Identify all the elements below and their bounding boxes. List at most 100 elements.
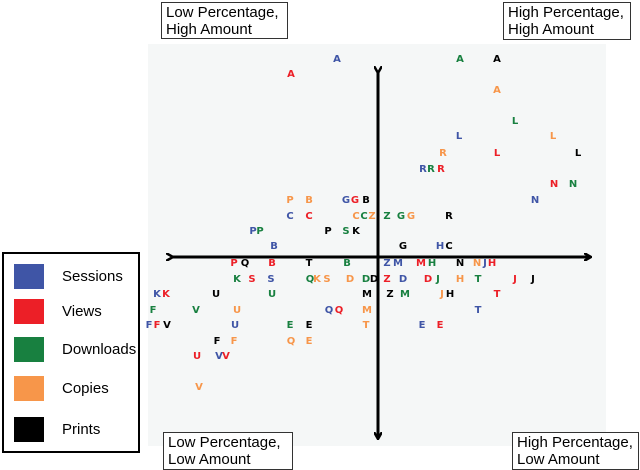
point-downloads-q: Q <box>305 274 315 285</box>
quadrant-label-line: Low Amount <box>168 451 251 468</box>
point-sessions-c: C <box>286 211 294 222</box>
legend: Sessions Views Downloads Copies Prints <box>2 252 140 453</box>
point-copies-a: A <box>493 85 501 96</box>
point-views-s: S <box>248 274 256 285</box>
point-downloads-v: V <box>192 305 200 316</box>
point-copies-c: C <box>352 211 360 222</box>
legend-item-sessions: Sessions <box>14 263 123 289</box>
point-copies-j: J <box>440 289 444 300</box>
point-downloads-c: C <box>360 211 368 222</box>
point-copies-v: V <box>195 382 203 393</box>
point-sessions-d: D <box>398 274 408 285</box>
quadrant-label-line: High Amount <box>508 21 594 38</box>
point-downloads-f: F <box>149 305 157 316</box>
quadrant-label-top-right: High Percentage, High Amount <box>503 2 631 40</box>
point-views-t: T <box>493 289 501 300</box>
point-prints-b: B <box>362 195 370 206</box>
point-sessions-l: L <box>455 131 463 142</box>
quadrant-label-line: Low Percentage, <box>168 434 281 451</box>
point-views-l: L <box>493 148 501 159</box>
point-sessions-g: G <box>341 195 351 206</box>
point-sessions-b: B <box>270 241 278 252</box>
quadrant-label-line: Low Percentage, <box>166 4 279 21</box>
point-downloads-z: Z <box>383 211 391 222</box>
point-copies-z: Z <box>368 211 376 222</box>
legend-label: Views <box>62 302 102 320</box>
point-views-k: K <box>162 289 170 300</box>
point-prints-t: T <box>305 258 313 269</box>
legend-swatch <box>14 298 44 324</box>
point-views-z: Z <box>383 274 391 285</box>
point-prints-l: L <box>574 148 582 159</box>
point-copies-e: E <box>305 336 313 347</box>
point-copies-r: R <box>439 148 447 159</box>
point-views-b: B <box>268 258 276 269</box>
legend-label: Prints <box>62 420 101 438</box>
point-downloads-j: J <box>436 274 440 285</box>
quadrant-label-bottom-left: Low Percentage, Low Amount <box>163 432 293 470</box>
point-sessions-z: Z <box>383 258 391 269</box>
point-sessions-n: N <box>530 195 540 206</box>
point-copies-b: B <box>305 195 313 206</box>
point-sessions-f: F <box>145 320 153 331</box>
point-copies-k: K <box>313 274 321 285</box>
point-views-c: C <box>305 211 313 222</box>
point-downloads-b: B <box>343 258 351 269</box>
point-prints-q: Q <box>240 258 250 269</box>
point-prints-h: H <box>445 289 455 300</box>
point-views-g: G <box>350 195 360 206</box>
point-sessions-r: R <box>419 164 427 175</box>
point-prints-n: N <box>455 258 465 269</box>
legend-swatch <box>14 263 44 289</box>
point-sessions-p: P <box>249 226 257 237</box>
point-sessions-k: K <box>153 289 161 300</box>
quadrant-label-bottom-right: High Percentage, Low Amount <box>512 432 639 470</box>
point-sessions-j: J <box>483 258 487 269</box>
point-copies-n: N <box>472 258 482 269</box>
point-sessions-q: Q <box>324 305 334 316</box>
point-prints-p: P <box>324 226 332 237</box>
quadrant-label-line: High Percentage, <box>508 4 624 21</box>
point-copies-g: G <box>406 211 416 222</box>
point-copies-m: M <box>362 305 372 316</box>
point-sessions-h: H <box>435 241 445 252</box>
point-views-a: A <box>287 69 295 80</box>
point-copies-p: P <box>286 195 294 206</box>
point-downloads-g: G <box>396 211 406 222</box>
point-prints-c: C <box>445 241 453 252</box>
quadrant-label-line: Low Amount <box>517 451 600 468</box>
point-sessions-s: S <box>267 274 275 285</box>
point-copies-q: Q <box>286 336 296 347</box>
point-views-u: U <box>192 351 202 362</box>
point-views-h: H <box>487 258 497 269</box>
point-prints-k: K <box>352 226 360 237</box>
legend-label: Downloads <box>62 340 137 358</box>
point-sessions-e: E <box>418 320 426 331</box>
legend-label: Sessions <box>62 267 123 285</box>
point-downloads-t: T <box>474 274 482 285</box>
quadrant-label-top-left: Low Percentage, High Amount <box>161 2 288 39</box>
legend-swatch <box>14 375 44 401</box>
point-copies-u: U <box>232 305 242 316</box>
point-downloads-n: N <box>568 179 578 190</box>
point-prints-f: F <box>213 336 221 347</box>
point-prints-v: V <box>163 320 171 331</box>
quadrant-label-line: High Percentage, <box>517 434 633 451</box>
point-prints-a: A <box>493 54 501 65</box>
legend-item-downloads: Downloads <box>14 336 136 362</box>
point-prints-e: E <box>305 320 313 331</box>
point-prints-m: M <box>362 289 372 300</box>
point-views-q: Q <box>334 305 344 316</box>
point-views-n: N <box>549 179 559 190</box>
legend-item-copies: Copies <box>14 375 109 401</box>
point-copies-d: D <box>345 274 355 285</box>
point-copies-l: L <box>549 131 557 142</box>
point-views-m: M <box>416 258 426 269</box>
point-views-e: E <box>436 320 444 331</box>
quadrant-label-line: High Amount <box>166 21 252 38</box>
point-views-p: P <box>230 258 238 269</box>
point-views-v: V <box>222 351 230 362</box>
point-downloads-e: E <box>286 320 294 331</box>
legend-swatch <box>14 416 44 442</box>
legend-label: Copies <box>62 379 109 397</box>
